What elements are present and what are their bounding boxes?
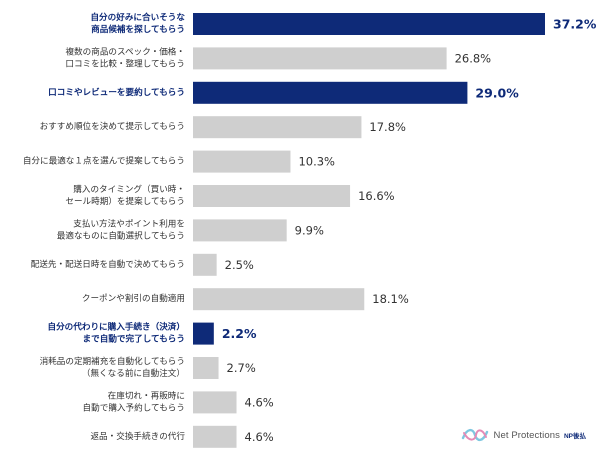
value-label-1: 37.2% <box>553 17 597 32</box>
bar-12 <box>193 391 237 414</box>
bar-9 <box>193 288 365 311</box>
category-label-8: 配送先・配送日時を自動で決めてもらう <box>31 258 185 270</box>
bar-5 <box>193 150 291 173</box>
value-label-6: 16.6% <box>358 189 395 203</box>
value-label-5: 10.3% <box>298 155 335 169</box>
category-label-1-line-1: 自分の好みに合いそうな <box>90 11 185 23</box>
bar-1 <box>193 13 545 35</box>
category-label-6-line-1: 購入のタイミング（買い時・ <box>73 183 185 195</box>
category-label-12-line-2: 自動で購入予約してもらう <box>83 401 185 413</box>
category-label-9: クーポンや割引の自動適用 <box>82 292 185 304</box>
category-label-2-line-2: 口コミを比較・整理してもらう <box>65 57 185 69</box>
category-label-11-line-2: （無くなる前に自動注文） <box>82 367 185 379</box>
bar-10 <box>193 322 214 345</box>
category-label-2-line-1: 複数の商品のスペック・価格・ <box>65 45 185 57</box>
value-label-8: 2.5% <box>225 258 254 272</box>
category-label-4: おすすめ順位を決めて提示してもらう <box>40 120 185 132</box>
bar-3 <box>193 81 468 104</box>
value-label-3: 29.0% <box>475 85 519 100</box>
value-label-11: 2.7% <box>227 361 256 375</box>
value-label-10: 2.2% <box>222 326 257 341</box>
value-label-13: 4.6% <box>245 430 274 444</box>
category-label-7-line-1: 支払い方法やポイント利用を <box>73 217 185 229</box>
value-label-4: 17.8% <box>369 120 406 134</box>
category-label-5: 自分に最適な１点を選んで提案してもらう <box>23 155 185 167</box>
company-logo: Net Protections NP後払 <box>460 426 586 444</box>
bar-13 <box>193 425 237 448</box>
bar-6 <box>193 185 351 207</box>
value-label-7: 9.9% <box>295 223 324 237</box>
bar-7 <box>193 219 287 242</box>
value-label-9: 18.1% <box>372 292 409 306</box>
bar-8 <box>193 253 217 276</box>
logo-brand-sub: NP後払 <box>563 433 586 440</box>
np-ribbon-logo-icon <box>461 428 488 442</box>
category-label-11-line-1: 消耗品の定期補充を自動化してもらう <box>40 355 185 367</box>
category-label-3: 口コミやレビューを要約してもらう <box>48 86 185 98</box>
category-label-7-line-2: 最適なものに自動選択してもらう <box>57 229 185 241</box>
category-label-10-line-1: 自分の代わりに購入手続き（決済） <box>47 321 185 333</box>
category-label-10-line-2: まで自動で完了してもらう <box>83 333 185 345</box>
category-label-12-line-1: 在庫切れ・再販時に <box>108 389 185 401</box>
bar-2 <box>193 47 447 70</box>
bar-11 <box>193 357 219 379</box>
category-label-6-line-2: セール時期）を提案してもらう <box>65 195 185 207</box>
category-label-13: 返品・交換手続きの代行 <box>90 430 185 442</box>
value-label-2: 26.8% <box>455 51 492 65</box>
value-label-12: 4.6% <box>245 395 274 409</box>
bar-4 <box>193 116 362 139</box>
category-label-1-line-2: 商品候補を探してもらう <box>91 23 185 35</box>
logo-brand-name: Net Protections <box>493 429 560 441</box>
